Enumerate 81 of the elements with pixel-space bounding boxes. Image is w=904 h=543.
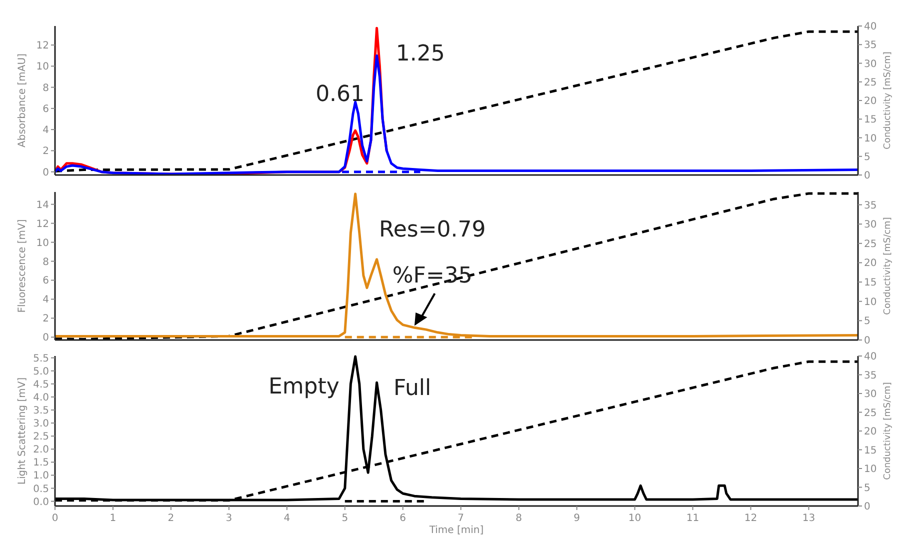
x-tick-label: 6: [400, 513, 406, 524]
y-tick-label: 10: [36, 62, 49, 73]
x-tick-label: 3: [226, 513, 232, 524]
y-tick-label: 2.0: [33, 444, 49, 456]
y2-tick-label: 25: [864, 77, 877, 88]
x-tick-label: 0: [52, 513, 58, 524]
x-tick-label: 9: [574, 513, 580, 524]
x-tick-label: 7: [458, 513, 464, 524]
x-tick-label: 8: [516, 513, 522, 524]
y2-tick-label: 30: [864, 389, 877, 400]
y2-tick-label: 25: [864, 408, 877, 419]
annotation: 1.25: [396, 42, 445, 67]
y2-tick-label: 40: [864, 22, 877, 32]
y2-tick-label: 35: [864, 370, 877, 382]
y-tick-label: 2: [42, 314, 49, 325]
y2-tick-label: 35: [864, 40, 877, 52]
y-tick-label: 0.5: [33, 484, 49, 495]
y2-tick-label: 20: [864, 96, 877, 107]
y2-tick-label: 5: [864, 152, 870, 163]
y2-tick-label: 25: [864, 238, 877, 250]
y-tick-label: 1.5: [33, 458, 49, 469]
y-tick-label: 6: [42, 104, 49, 115]
y-tick-label: 4.0: [33, 392, 49, 404]
y-tick-label: 5.5: [33, 353, 49, 364]
y-tick-label: 3.5: [33, 406, 49, 416]
y2-tick-label: 10: [864, 464, 877, 475]
y-tick-label: 2.5: [33, 432, 49, 443]
y-tick-label: 4.5: [33, 379, 49, 390]
y-axis-title: Fluorescence [mV]: [17, 219, 28, 313]
y-tick-label: 8: [42, 256, 49, 268]
annotation: Full: [394, 376, 432, 402]
line-series: [55, 30, 858, 173]
annotation: Res=0.79: [379, 218, 486, 243]
y-tick-label: 0: [42, 332, 49, 344]
annotation: 0.61: [316, 82, 365, 107]
x-tick-label: 1: [110, 513, 116, 524]
y2-tick-label: 30: [864, 58, 877, 70]
y-tick-label: 6: [42, 276, 49, 287]
y2-axis-title: Conductivity [mS/cm]: [883, 217, 893, 315]
y-tick-label: 12: [36, 40, 49, 52]
x-tick-label: 5: [342, 513, 348, 524]
y-axis-title: Light Scattering [mV]: [17, 377, 28, 485]
y-tick-label: 14: [36, 200, 49, 211]
y-tick-label: 4: [42, 125, 49, 136]
y2-tick-label: 0: [864, 502, 870, 512]
y-tick-label: 2: [42, 146, 49, 158]
y2-tick-label: 5: [864, 482, 870, 494]
y-tick-label: 0.0: [33, 496, 49, 508]
y2-tick-label: 10: [864, 133, 877, 144]
y2-tick-label: 20: [864, 426, 877, 438]
y2-axis-title: Conductivity [mS/cm]: [883, 382, 893, 480]
x-tick-label: 11: [686, 513, 700, 524]
x-axis-title: Time [min]: [428, 525, 484, 536]
y-tick-label: 1.0: [33, 470, 49, 482]
y-tick-label: 5.0: [33, 366, 49, 378]
x-tick-label: 10: [628, 513, 642, 524]
x-tick-label: 13: [802, 513, 816, 524]
y2-tick-label: 35: [864, 200, 877, 212]
y2-tick-label: 5: [864, 316, 870, 328]
x-tick-label: 4: [284, 513, 290, 524]
y2-tick-label: 15: [864, 445, 877, 456]
y-axis-title: Absorbance [mAU]: [17, 53, 28, 148]
x-tick-label: 2: [168, 513, 174, 524]
y-tick-label: 3.0: [33, 418, 49, 430]
y-tick-label: 0: [42, 167, 49, 178]
y-tick-label: 8: [42, 82, 49, 94]
y2-tick-label: 15: [864, 278, 877, 289]
y2-tick-label: 10: [864, 296, 877, 308]
y2-tick-label: 30: [864, 220, 877, 231]
y2-tick-label: 40: [864, 352, 877, 362]
y-tick-label: 12: [36, 218, 49, 230]
annotation: Empty: [268, 374, 340, 400]
y-tick-label: 4: [42, 294, 49, 306]
y2-tick-label: 20: [864, 258, 877, 270]
annotation: %F=35: [392, 264, 472, 289]
x-tick-label: 12: [744, 513, 758, 524]
y2-tick-label: 15: [864, 114, 877, 126]
y2-tick-label: 0: [864, 336, 870, 346]
y-tick-label: 10: [36, 238, 49, 249]
y2-axis-title: Conductivity [mS/cm]: [883, 52, 893, 150]
y2-tick-label: 0: [864, 170, 870, 182]
